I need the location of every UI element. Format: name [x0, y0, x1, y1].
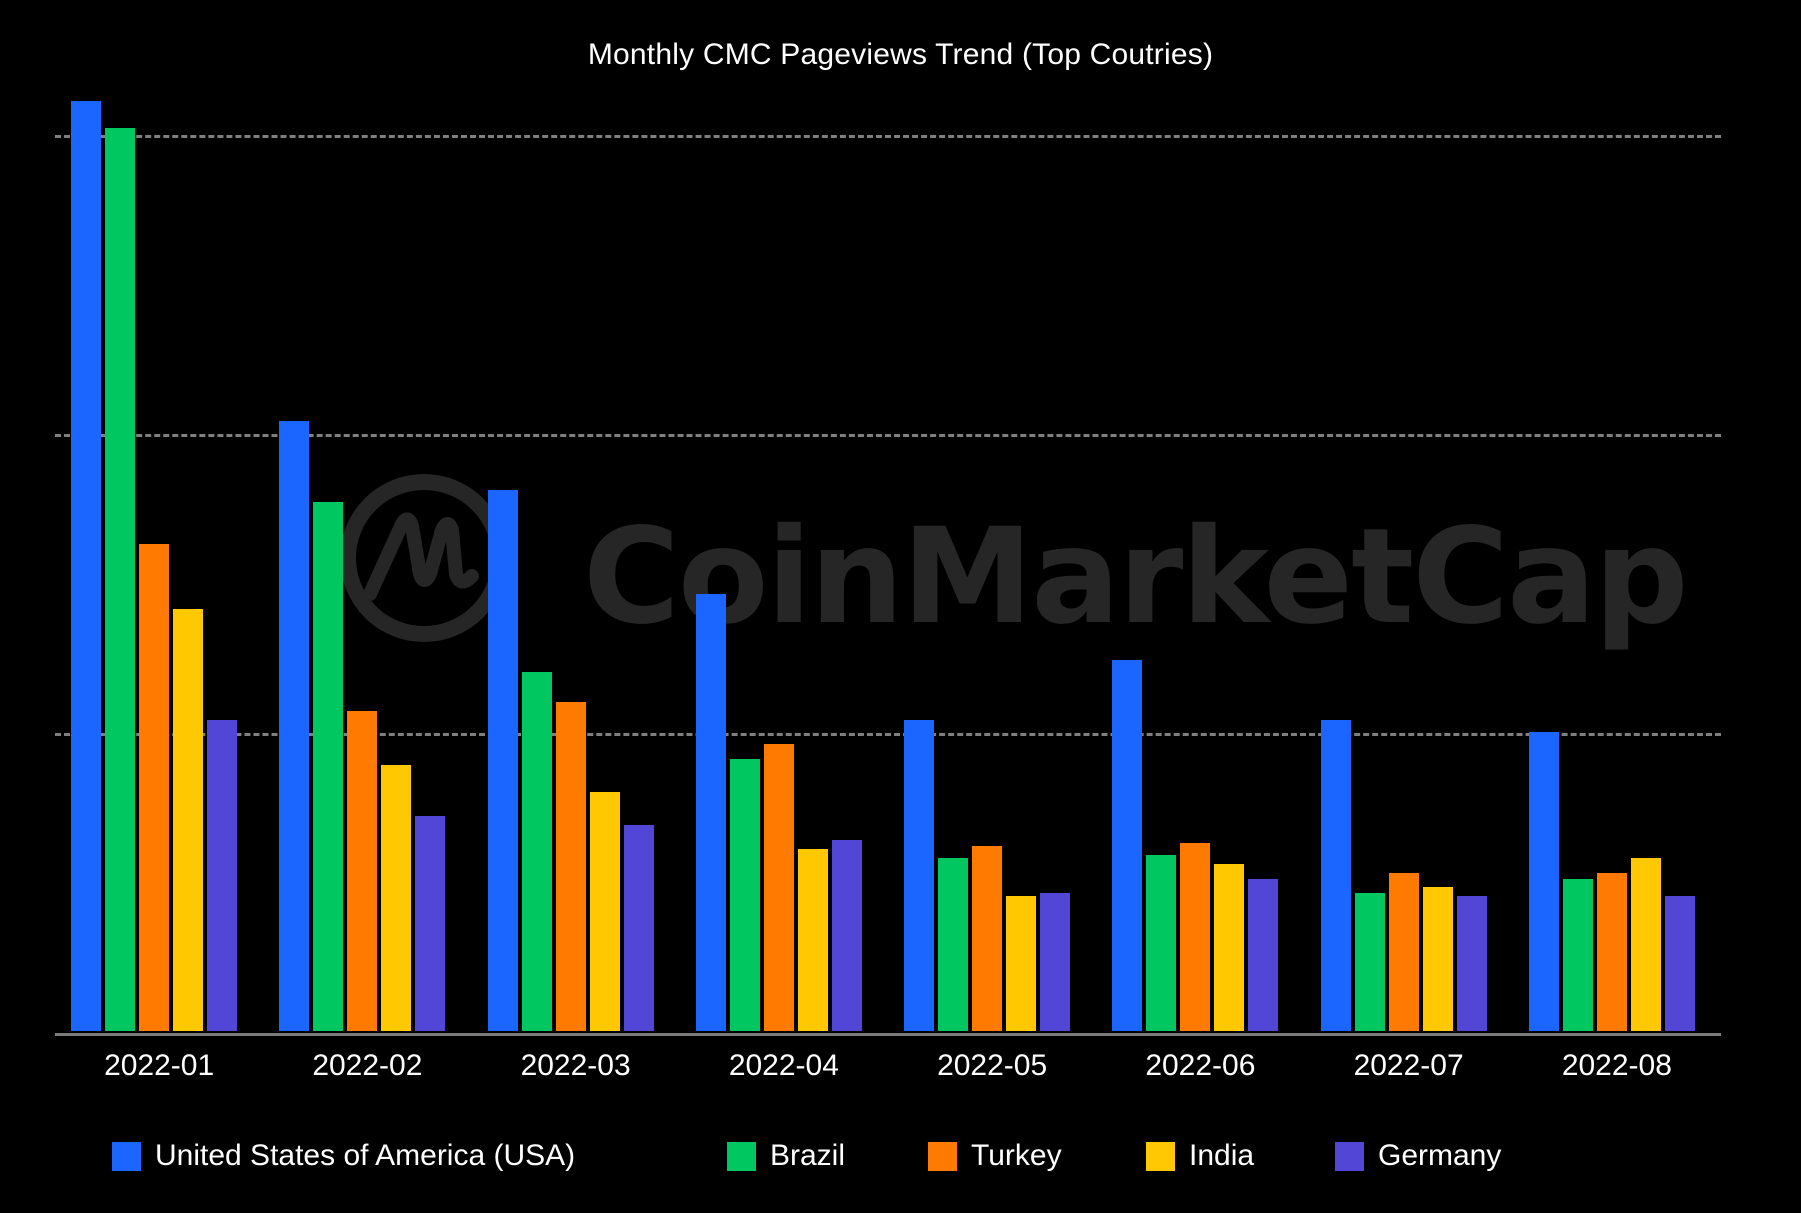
x-tick-label: 2022-03: [520, 1049, 631, 1082]
bar[interactable]: [207, 720, 237, 1031]
x-tick-label: 2022-01: [104, 1049, 215, 1082]
bar[interactable]: [730, 758, 760, 1031]
bar[interactable]: [1665, 896, 1695, 1031]
legend-swatch-icon: [727, 1141, 756, 1171]
bar[interactable]: [1321, 720, 1351, 1031]
bar[interactable]: [1146, 854, 1176, 1031]
gridline: [55, 733, 1721, 736]
bar[interactable]: [904, 720, 934, 1031]
legend-swatch-icon: [1146, 1141, 1175, 1171]
bar[interactable]: [1423, 887, 1453, 1031]
bar[interactable]: [1631, 857, 1661, 1031]
legend: United States of America (USA) Brazil Turk…: [0, 1138, 1801, 1178]
x-tick-label: 2022-07: [1353, 1049, 1464, 1082]
bar[interactable]: [488, 489, 518, 1031]
bar[interactable]: [71, 101, 101, 1031]
legend-label: United States of America (USA): [155, 1139, 576, 1172]
bar[interactable]: [938, 857, 968, 1031]
bar[interactable]: [1180, 842, 1210, 1031]
bar[interactable]: [1214, 863, 1244, 1031]
bar[interactable]: [972, 845, 1002, 1031]
x-tick-label: 2022-05: [937, 1049, 1048, 1082]
bar[interactable]: [279, 421, 309, 1031]
legend-label: Turkey: [971, 1139, 1062, 1172]
bar[interactable]: [1006, 896, 1036, 1031]
gridline: [55, 135, 1721, 138]
legend-item[interactable]: Turkey: [928, 1138, 1062, 1174]
x-axis-line: [55, 1033, 1721, 1036]
bar[interactable]: [590, 791, 620, 1031]
x-tick-label: 2022-08: [1561, 1049, 1672, 1082]
legend-item[interactable]: India: [1146, 1138, 1254, 1174]
gridline: [55, 434, 1721, 437]
bar[interactable]: [1248, 878, 1278, 1031]
bar[interactable]: [522, 672, 552, 1031]
bar[interactable]: [832, 839, 862, 1031]
bar[interactable]: [1563, 878, 1593, 1031]
chart-title: Monthly CMC Pageviews Trend (Top Coutrie…: [587, 38, 1214, 71]
legend-swatch-icon: [112, 1141, 141, 1171]
bar[interactable]: [381, 764, 411, 1031]
legend-item[interactable]: Brazil: [727, 1138, 845, 1174]
legend-swatch-icon: [1335, 1141, 1364, 1171]
bar[interactable]: [173, 609, 203, 1031]
bar[interactable]: [415, 815, 445, 1031]
legend-item[interactable]: Germany: [1335, 1138, 1501, 1174]
bar[interactable]: [696, 594, 726, 1031]
legend-label: Germany: [1378, 1139, 1502, 1172]
x-tick-label: 2022-04: [728, 1049, 839, 1082]
bar[interactable]: [1112, 660, 1142, 1031]
coinmarketcap-logo-icon: [340, 474, 508, 642]
x-tick-label: 2022-02: [312, 1049, 423, 1082]
bar[interactable]: [798, 848, 828, 1031]
bar[interactable]: [624, 824, 654, 1031]
legend-label: India: [1189, 1139, 1255, 1172]
x-tick-label: 2022-06: [1145, 1049, 1256, 1082]
bar[interactable]: [1457, 896, 1487, 1031]
bar[interactable]: [1040, 893, 1070, 1031]
watermark-text: CoinMarketCap: [583, 500, 1689, 654]
bar[interactable]: [764, 743, 794, 1031]
bar[interactable]: [313, 501, 343, 1031]
bar[interactable]: [1389, 872, 1419, 1031]
legend-item[interactable]: United States of America (USA): [112, 1138, 575, 1174]
bar[interactable]: [1355, 893, 1385, 1031]
bar[interactable]: [1597, 872, 1627, 1031]
bar[interactable]: [556, 702, 586, 1031]
legend-label: Brazil: [770, 1139, 846, 1172]
legend-swatch-icon: [928, 1141, 957, 1171]
bar[interactable]: [139, 543, 169, 1031]
bar[interactable]: [105, 128, 135, 1031]
bar[interactable]: [347, 711, 377, 1031]
bar[interactable]: [1529, 732, 1559, 1031]
